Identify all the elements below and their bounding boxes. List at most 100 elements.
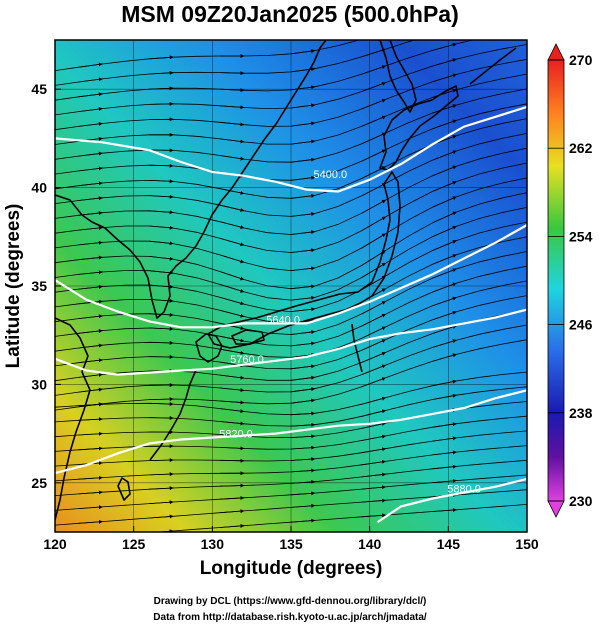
streamline-arrow <box>220 238 245 247</box>
streamline-arrow <box>432 422 457 428</box>
streamline-arrow <box>149 397 174 402</box>
streamline-arrow <box>432 73 457 83</box>
height-contour-line <box>55 389 527 475</box>
streamline-arrow <box>78 196 103 201</box>
contour-label: 5820.0 <box>219 429 253 441</box>
y-axis-label: Latitude (degrees) <box>3 204 24 369</box>
streamline-arrow <box>220 105 245 110</box>
streamline-arrow <box>432 240 457 251</box>
streamline-arrow <box>78 284 103 290</box>
streamline-arrow <box>290 85 316 91</box>
streamline-arrow <box>220 221 245 230</box>
colorbar-gradient <box>547 59 565 502</box>
streamline-arrow <box>432 436 457 442</box>
streamline-arrow <box>361 396 387 405</box>
colorbar-max-arrow <box>547 43 565 61</box>
height-contour-line <box>55 308 527 376</box>
streamline-arrow <box>290 387 316 393</box>
credit-data-source: Data from http://database.rish.kyoto-u.a… <box>153 612 427 623</box>
streamline-arrow <box>432 196 457 208</box>
streamline-arrow <box>220 88 245 93</box>
streamline-arrow <box>149 472 174 477</box>
streamline-arrow <box>432 268 457 279</box>
streamline-arrow <box>361 132 387 145</box>
streamline-arrow <box>432 353 457 362</box>
streamline-arrow <box>361 459 387 466</box>
streamline-arrow <box>149 500 174 505</box>
streamline-arrow <box>220 335 245 343</box>
streamline-arrow <box>220 400 245 405</box>
streamline-arrow <box>149 340 174 345</box>
streamline-arrow <box>78 270 103 275</box>
streamline-arrow <box>361 485 387 490</box>
streamline-arrow <box>432 119 457 130</box>
streamline-arrow <box>432 508 457 513</box>
streamline-arrow <box>78 490 103 495</box>
streamline-arrow <box>78 77 103 83</box>
streamline-arrow <box>149 163 174 168</box>
streamline-arrow <box>361 447 387 454</box>
streamline-arrow <box>220 155 245 161</box>
streamline-arrow <box>432 450 457 456</box>
x-tick-label: 135 <box>279 536 303 552</box>
streamline-arrow <box>149 416 174 421</box>
streamline-arrow <box>361 48 387 58</box>
streamline-arrow <box>432 282 457 293</box>
streamline-arrow <box>220 138 245 144</box>
y-tick-label: 45 <box>31 81 47 97</box>
streamline-arrow <box>149 256 174 261</box>
streamline-arrow <box>149 55 174 60</box>
streamline-arrow <box>78 446 103 451</box>
streamline-arrow <box>361 498 387 503</box>
streamline-arrow <box>432 379 457 387</box>
streamline-arrow <box>290 248 316 253</box>
credit-drawing: Drawing by DCL (https://www.gfd-dennou.o… <box>154 596 427 607</box>
x-tick-label: 150 <box>515 536 539 552</box>
streamline-arrow <box>361 421 387 429</box>
streamline-arrow <box>149 401 174 406</box>
streamline-arrow <box>432 478 457 483</box>
streamline-arrow <box>361 377 387 388</box>
contour-label: 5640.0 <box>266 314 300 326</box>
streamline-arrow <box>290 67 316 73</box>
streamline-arrow <box>220 483 245 488</box>
streamline-arrow <box>290 503 316 508</box>
streamline-arrow <box>361 183 386 197</box>
streamline-arrow <box>149 225 174 230</box>
streamline-arrow <box>149 70 174 75</box>
streamline-arrow <box>78 519 103 524</box>
streamline-arrow <box>78 255 103 261</box>
streamline-arrow <box>432 150 457 161</box>
streamline-arrow <box>361 339 387 351</box>
streamline-arrow <box>79 536 103 538</box>
streamline-arrow <box>78 387 103 393</box>
streamline-arrow <box>362 32 386 39</box>
plot-area: 5400.0 5640.0 5760.0 5820.0 5880.0 <box>55 32 527 538</box>
streamline-arrow <box>361 313 386 327</box>
colorbar-tick-label: 230 <box>569 493 593 509</box>
streamline-arrow <box>220 421 245 426</box>
streamline-arrow <box>361 364 387 375</box>
streamline-arrow <box>220 322 245 330</box>
streamline-arrow <box>361 98 387 110</box>
streamline-arrow <box>361 351 387 363</box>
x-tick-label: 125 <box>122 536 146 552</box>
contour-label: 5400.0 <box>314 169 348 181</box>
streamline-arrow <box>290 230 316 235</box>
streamline-arrow <box>220 297 245 306</box>
coastline-izu <box>351 323 363 373</box>
streamline-arrow <box>290 479 316 484</box>
streamline-arrow <box>432 181 457 192</box>
streamline-arrow <box>290 434 316 439</box>
streamline-arrow <box>290 445 316 450</box>
y-axis-ticks: 25 30 35 40 45 <box>31 81 61 491</box>
streamline-arrow <box>220 509 245 514</box>
streamline-arrow <box>290 411 316 416</box>
streamline-arrow <box>220 496 245 500</box>
streamline-arrow <box>290 307 316 312</box>
streamline-arrow <box>78 240 103 246</box>
streamline-arrow <box>78 328 103 334</box>
x-tick-label: 140 <box>358 536 382 552</box>
colorbar-tick-label: 254 <box>569 228 593 244</box>
streamline-arrow <box>78 372 103 378</box>
